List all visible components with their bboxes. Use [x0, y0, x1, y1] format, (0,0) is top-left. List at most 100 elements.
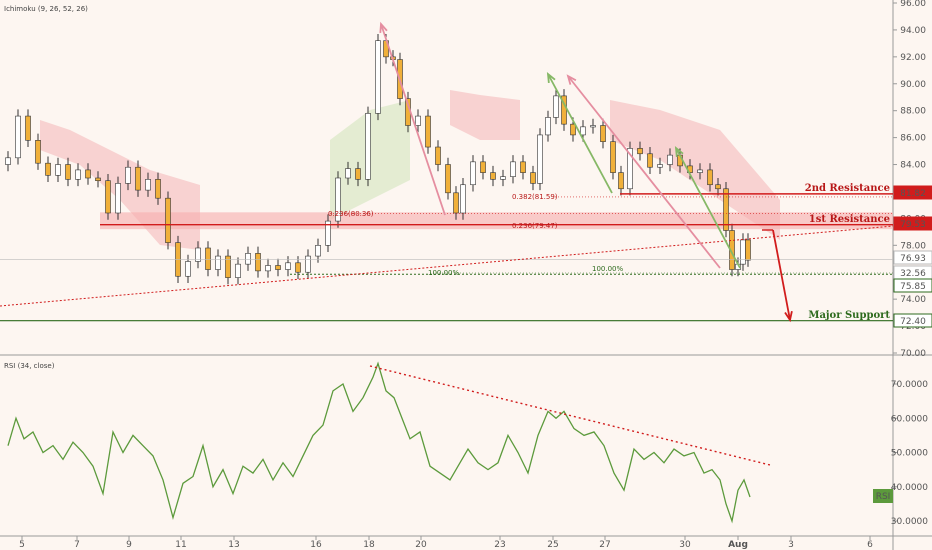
candle-body: [305, 255, 311, 273]
candle-body: [537, 134, 543, 184]
indicator-top-label: Ichimoku (9, 26, 52, 26): [4, 5, 88, 13]
candle-body: [740, 239, 746, 265]
candle-body: [265, 265, 271, 272]
candle-body: [355, 168, 361, 180]
green-arrow-small-head: [674, 145, 684, 158]
price-tick-label: 70.00: [900, 349, 926, 359]
time-tick-label: 30: [679, 540, 691, 550]
candle-body: [45, 162, 51, 176]
rsi-axis-ticks: 70.0000 60.0000 50.0000 40.0000 30.0000: [891, 380, 928, 527]
candle-body: [145, 179, 151, 191]
rsi-trendline: [369, 365, 771, 466]
time-tick-label: 9: [126, 540, 132, 550]
cloud-shape: [610, 100, 780, 240]
candle-body: [490, 172, 496, 180]
candle-body: [245, 253, 251, 265]
candle-body: [435, 146, 441, 165]
candle-body: [235, 263, 241, 278]
price-tag-box: [893, 313, 932, 328]
rsi-tick-label: 40.0000: [891, 483, 928, 493]
candle-body: [75, 169, 81, 180]
price-tick-label: 84.00: [900, 161, 926, 171]
candle-body: [205, 247, 211, 270]
candle-body: [5, 157, 11, 165]
rsi-tick-label: 50.0000: [891, 449, 928, 459]
time-tick-label: 20: [415, 540, 427, 550]
candle-body: [667, 154, 673, 165]
candle-body: [530, 172, 536, 184]
fib-label-b: 0.382(81.59): [512, 193, 558, 201]
time-axis-ticks: 5 7 9 11 13 16 18 20 23 25 27 30 Aug 3 6: [19, 536, 873, 550]
resistance2-label: 2nd Resistance: [805, 183, 890, 194]
price-tag-value: 72.40: [900, 317, 926, 327]
price-tick-label: 88.00: [900, 107, 926, 117]
candle-body: [65, 164, 71, 180]
candle-body: [95, 177, 101, 181]
price-tick-label: 74.00: [900, 295, 926, 305]
candle-body: [345, 168, 351, 179]
rsi-layer: [7, 361, 771, 524]
rsi-tag: [873, 489, 893, 503]
candle-body: [165, 197, 171, 243]
candle-body: [55, 164, 61, 176]
time-tick-label: 16: [310, 540, 322, 550]
candle-body: [480, 161, 486, 173]
fib-label-d: 100.00%: [428, 269, 459, 277]
fib-label-e: 100.00%: [592, 265, 623, 273]
candle-body: [195, 247, 201, 262]
price-tag-box: [893, 185, 932, 200]
candle-body: [723, 188, 729, 231]
candle-body: [453, 192, 459, 214]
indicator-bottom-label: RSI (34, close): [4, 362, 55, 370]
price-tick-label: 90.00: [900, 80, 926, 90]
candle-body: [115, 183, 121, 214]
resistance1-label: 1st Resistance: [809, 214, 890, 225]
candle-body: [460, 184, 466, 214]
resistance-zone: [100, 212, 893, 230]
rsi-tag-text: RSI: [876, 492, 891, 502]
pink-arrow-down-head: [566, 74, 577, 85]
candle-body: [335, 177, 341, 222]
candle-body: [35, 140, 41, 164]
time-tick-label: 7: [74, 540, 80, 550]
candle-body: [715, 184, 721, 190]
rsi-tick-label: 60.0000: [891, 414, 928, 424]
red-projection-arrow-head: [784, 311, 793, 323]
candle-body: [627, 148, 633, 190]
candle-body: [125, 166, 131, 184]
candle-body: [553, 95, 559, 118]
resistance-zone-layer: [100, 212, 893, 230]
red-projection-arrow-shaft: [772, 229, 791, 321]
candle-body: [325, 220, 331, 246]
price-tag-value: 76.93: [900, 254, 926, 264]
candle-body: [425, 115, 431, 148]
candle-body: [415, 115, 421, 126]
candle-body: [520, 161, 526, 173]
candle-body: [365, 113, 371, 180]
candle-body: [637, 148, 643, 155]
candle-body: [600, 125, 606, 142]
green-arrow-up-head: [546, 71, 556, 84]
candle-body: [255, 253, 261, 272]
price-tags: 81.82 79.53 76.93 32.56 75.85 72.40: [893, 185, 932, 328]
candle-body: [745, 239, 751, 261]
candle-body: [215, 255, 221, 270]
pink-arrow-up-head: [379, 21, 388, 34]
price-tag-value: 75.85: [900, 282, 926, 292]
price-tick-label: 96.00: [900, 0, 926, 9]
time-tick-label: 27: [599, 540, 610, 550]
pink-arrow-down-shaft: [567, 75, 721, 269]
rsi-line: [7, 361, 751, 524]
candle-body: [285, 262, 291, 270]
candle-body: [295, 262, 301, 273]
candle-body: [25, 115, 31, 141]
candle-body: [15, 115, 21, 159]
candle-body: [570, 123, 576, 136]
green-arrow-up-shaft: [547, 73, 613, 194]
green-arrow-small-shaft: [675, 147, 741, 269]
time-tick-label: 11: [175, 540, 186, 550]
time-tick-label: 25: [547, 540, 558, 550]
ascending-trendline: [0, 225, 894, 307]
price-tag-box: [893, 250, 932, 265]
candle-body: [315, 245, 321, 257]
